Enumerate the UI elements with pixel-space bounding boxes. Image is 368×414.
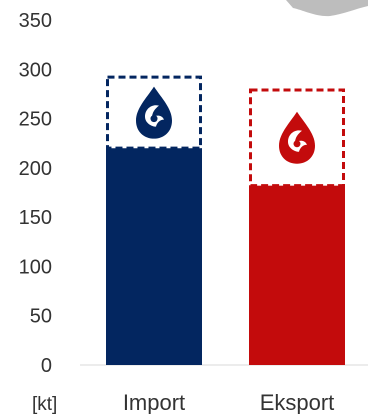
- unit-label: [kt]: [32, 394, 57, 414]
- category-label: Eksport: [260, 390, 335, 414]
- y-tick-label: 200: [19, 158, 52, 180]
- y-axis-ticks: 0 50 100 150 200 250 300 350: [19, 10, 52, 377]
- y-tick-label: 100: [19, 256, 52, 278]
- x-axis-categories: Import Eksport: [123, 390, 334, 414]
- drop-center: [293, 140, 301, 148]
- drop-shape: [279, 111, 315, 164]
- y-tick-label: 150: [19, 207, 52, 229]
- category-label: Import: [123, 390, 185, 414]
- drop-shape: [136, 86, 172, 139]
- drop-logo-icon: [279, 111, 315, 164]
- drop-logo-icon: [136, 86, 172, 139]
- y-tick-label: 300: [19, 59, 52, 81]
- y-tick-label: 0: [41, 355, 52, 377]
- drop-swirl: [288, 130, 307, 152]
- bar-import: [106, 148, 202, 365]
- bars: [106, 75, 345, 365]
- y-tick-label: 350: [19, 10, 52, 32]
- decorative-shape: [286, 0, 368, 17]
- bar-eksport: [249, 185, 345, 365]
- drop-center: [150, 115, 158, 123]
- y-tick-label: 250: [19, 109, 52, 131]
- drop-swirl: [145, 105, 164, 127]
- y-tick-label: 50: [30, 306, 52, 328]
